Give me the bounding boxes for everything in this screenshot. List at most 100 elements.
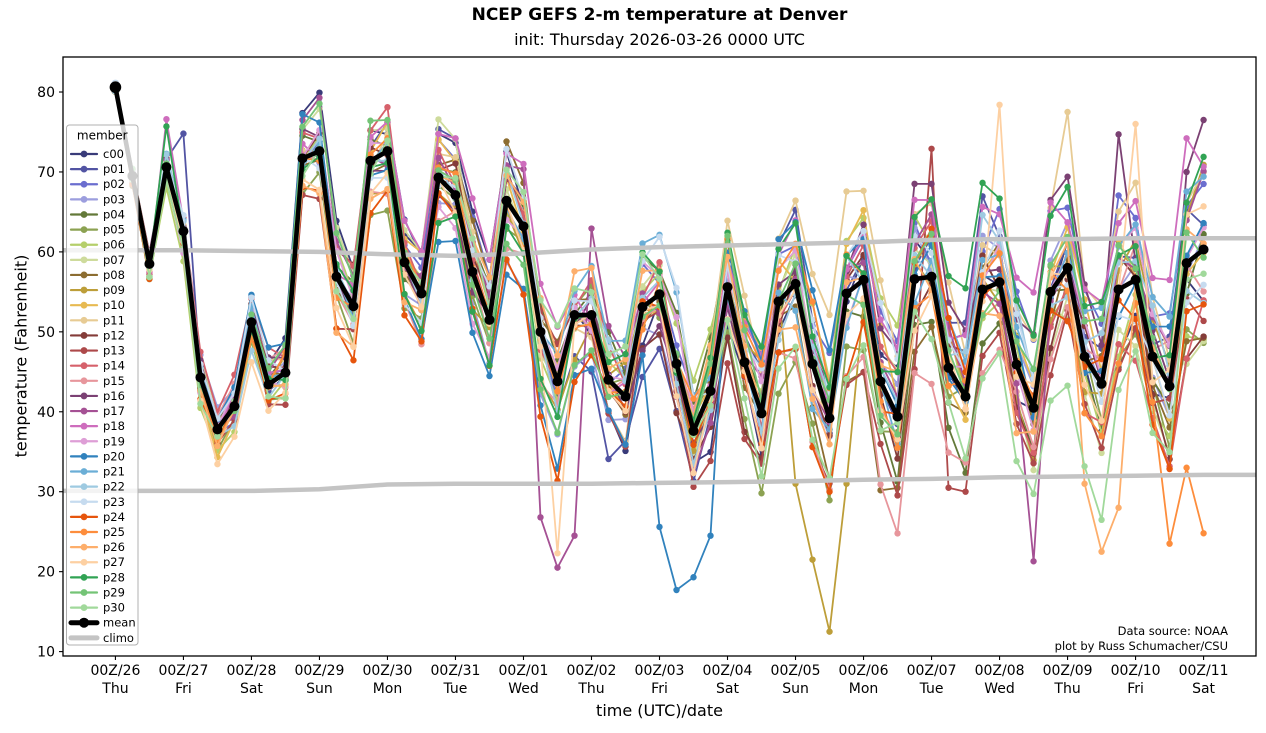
svg-text:p04: p04 [103,207,125,221]
svg-text:p08: p08 [103,268,125,282]
chart-title: NCEP GEFS 2-m temperature at Denver [471,5,848,25]
credit-line-2: plot by Russ Schumacher/CSU [1054,639,1228,654]
svg-text:80: 80 [37,85,55,101]
svg-text:p07: p07 [103,253,125,267]
legend-item-p20: p20 [69,449,125,463]
svg-text:20: 20 [37,565,55,581]
svg-text:Fri: Fri [1127,681,1144,697]
legend-item-p21: p21 [69,465,125,479]
svg-text:Sat: Sat [716,681,739,697]
svg-text:Sun: Sun [306,681,333,697]
svg-text:p06: p06 [103,238,125,252]
svg-text:Mon: Mon [373,681,403,697]
legend-item-p10: p10 [69,298,125,312]
svg-text:c00: c00 [103,147,124,161]
svg-text:p17: p17 [103,404,125,418]
legend-item-p16: p16 [69,389,125,403]
svg-text:p03: p03 [103,192,125,206]
svg-text:p01: p01 [103,162,125,176]
svg-text:p12: p12 [103,328,125,342]
legend-item-p01: p01 [69,162,125,176]
svg-text:mean: mean [103,616,136,630]
svg-text:p22: p22 [103,480,125,494]
legend-title: member [77,129,128,143]
svg-text:00Z/26: 00Z/26 [90,663,140,679]
legend-item-p03: p03 [69,192,125,206]
svg-text:00Z/29: 00Z/29 [294,663,344,679]
legend-item-climo: climo [68,631,134,645]
series-climo-upper [63,236,1256,259]
svg-text:p28: p28 [103,570,125,584]
svg-text:Tue: Tue [919,681,944,697]
legend-item-p05: p05 [69,223,125,237]
svg-text:Thu: Thu [101,681,128,697]
svg-text:00Z/30: 00Z/30 [362,663,412,679]
svg-text:p24: p24 [103,510,125,524]
svg-text:p29: p29 [103,585,125,599]
svg-text:climo: climo [103,631,134,645]
svg-text:p10: p10 [103,298,125,312]
legend-item-p17: p17 [69,404,125,418]
svg-text:00Z/01: 00Z/01 [499,663,549,679]
svg-text:p19: p19 [103,434,125,448]
svg-text:Fri: Fri [175,681,192,697]
svg-text:p13: p13 [103,344,125,358]
credits: Data source: NOAA plot by Russ Schumache… [1055,624,1228,654]
svg-text:00Z/04: 00Z/04 [703,663,753,679]
series-climo-lower [63,472,1256,494]
x-axis-ticks: 00Z/26 Thu 00Z/27 Fri 00Z/28 Sat 00Z/29 Sun 00Z/… [90,656,1229,697]
svg-text:p14: p14 [103,359,125,373]
svg-text:Tue: Tue [443,681,468,697]
svg-text:50: 50 [37,325,55,341]
legend-item-mean: mean [68,616,136,630]
svg-text:Wed: Wed [984,681,1015,697]
svg-text:p05: p05 [103,223,125,237]
x-axis-label: time (UTC)/date [596,701,723,720]
svg-text:p16: p16 [103,389,125,403]
legend-item-p09: p09 [69,283,125,297]
legend-item-p06: p06 [69,238,125,252]
svg-text:00Z/09: 00Z/09 [1043,663,1093,679]
svg-text:p15: p15 [103,374,125,388]
svg-text:Sat: Sat [240,681,263,697]
legend-item-p23: p23 [69,495,125,509]
legend-item-p07: p07 [69,253,125,267]
svg-text:p27: p27 [103,555,125,569]
svg-text:10: 10 [37,645,55,661]
legend-item-p28: p28 [69,570,125,584]
legend-item-p25: p25 [69,525,125,539]
svg-text:30: 30 [37,485,55,501]
svg-text:p21: p21 [103,465,125,479]
legend-item-p27: p27 [69,555,125,569]
svg-text:00Z/11: 00Z/11 [1179,663,1229,679]
svg-text:p25: p25 [103,525,125,539]
legend-item-p22: p22 [69,480,125,494]
svg-text:00Z/03: 00Z/03 [635,663,685,679]
svg-text:Wed: Wed [508,681,539,697]
svg-text:p23: p23 [103,495,125,509]
svg-text:00Z/07: 00Z/07 [907,663,957,679]
y-axis-ticks: 10 20 30 40 50 60 70 80 [37,85,63,661]
svg-text:Thu: Thu [577,681,604,697]
legend-item-p11: p11 [69,313,125,327]
svg-text:00Z/27: 00Z/27 [158,663,208,679]
legend-item-p30: p30 [69,601,125,615]
svg-text:Sat: Sat [1192,681,1215,697]
legend: memberc00p01p02p03p04p05p06p07p08p09p10p… [66,124,139,646]
svg-text:p09: p09 [103,283,125,297]
legend-item-p04: p04 [69,207,125,221]
svg-text:p26: p26 [103,540,125,554]
svg-text:70: 70 [37,165,55,181]
svg-text:60: 60 [37,245,55,261]
series-mean [109,81,1209,436]
svg-text:40: 40 [37,405,55,421]
svg-text:00Z/05: 00Z/05 [771,663,821,679]
legend-item-p19: p19 [69,434,125,448]
svg-text:Sun: Sun [782,681,809,697]
svg-text:00Z/02: 00Z/02 [567,663,617,679]
chart-subtitle: init: Thursday 2026-03-26 0000 UTC [514,30,805,49]
legend-item-p14: p14 [69,359,125,373]
svg-text:p30: p30 [103,601,125,615]
